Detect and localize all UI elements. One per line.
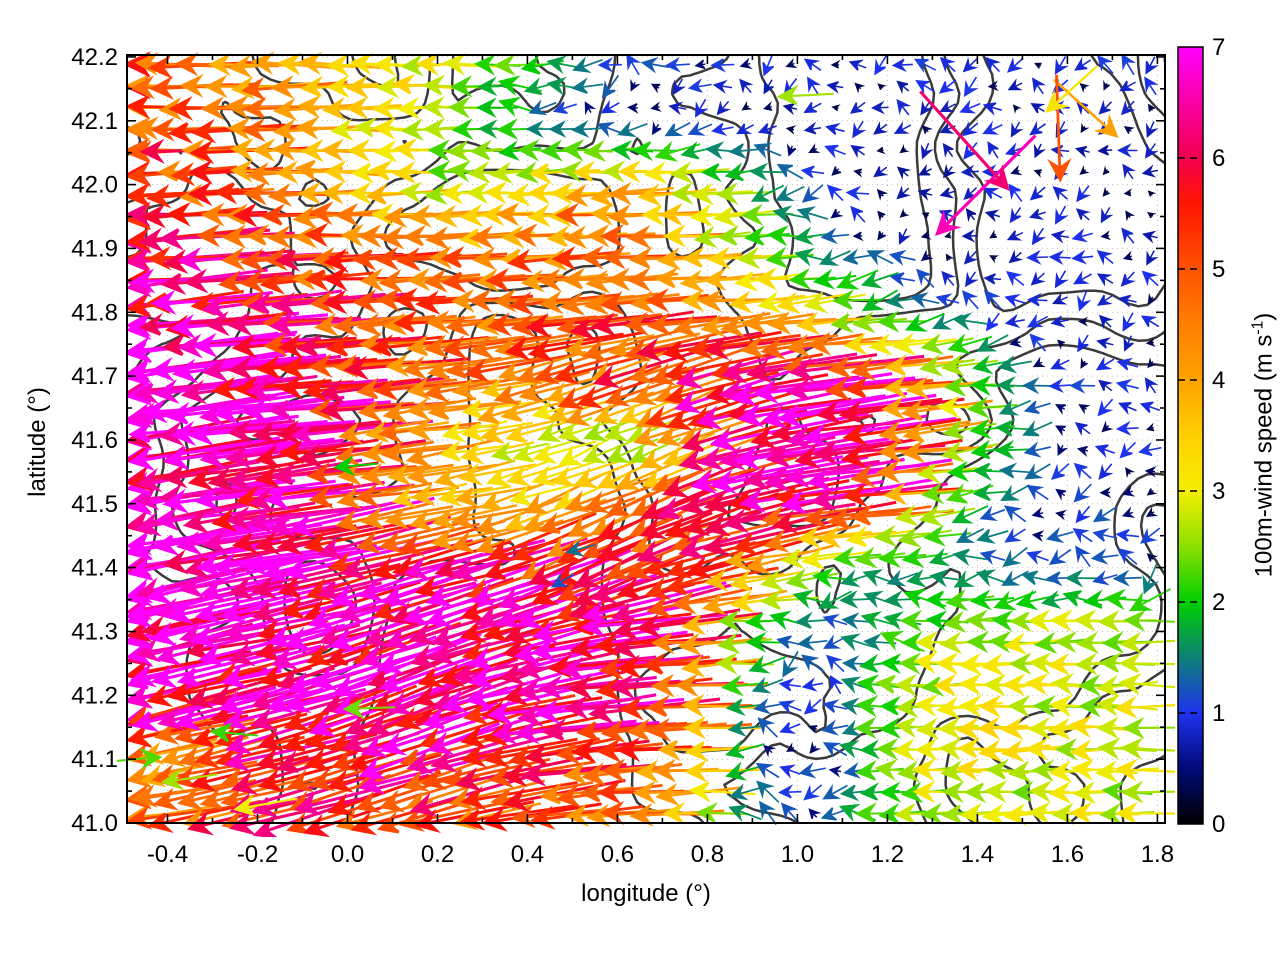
y-tick-label: 42.2 <box>71 44 118 71</box>
y-tick-label: 42.1 <box>71 108 118 135</box>
colorbar-gradient <box>1178 47 1203 824</box>
colorbar-label-close: ) <box>1250 312 1278 321</box>
x-tick-label: 1.4 <box>961 841 994 868</box>
colorbar-tick-labels: 0 1 2 3 4 5 6 7 <box>1212 34 1225 838</box>
colorbar-tick-label: 0 <box>1212 811 1225 838</box>
x-tick-label: -0.2 <box>237 841 278 868</box>
x-tick-label: -0.4 <box>147 841 188 868</box>
y-tick-label: 42.0 <box>71 172 118 199</box>
x-tick-label: 0.8 <box>691 841 724 868</box>
y-tick-label: 41.4 <box>71 555 118 582</box>
y-tick-label: 41.7 <box>71 363 118 390</box>
colorbar-label-text: 100m-wind speed (m s <box>1250 334 1278 578</box>
wind-arrows <box>117 51 1175 837</box>
y-tick-label: 41.1 <box>71 746 118 773</box>
y-tick-label: 41.9 <box>71 235 118 262</box>
x-axis-label: longitude (°) <box>581 880 711 907</box>
colorbar-tick-label: 7 <box>1212 34 1225 61</box>
colorbar-tick-label: 6 <box>1212 145 1225 172</box>
y-tick-label: 41.8 <box>71 299 118 326</box>
x-tick-label: 0.6 <box>601 841 634 868</box>
x-tick-label: 1.6 <box>1051 841 1084 868</box>
colorbar <box>1177 46 1204 825</box>
y-tick-label: 41.3 <box>71 619 118 646</box>
y-tick-label: 41.6 <box>71 427 118 454</box>
x-tick-labels: -0.4 -0.2 0.0 0.2 0.4 0.6 0.8 1.0 1.2 1.4 1.6 1.8 <box>147 841 1174 868</box>
plot-border <box>126 54 1166 824</box>
x-tick-label: 0.4 <box>511 841 544 868</box>
colorbar-tick-label: 5 <box>1212 256 1225 283</box>
x-tick-label: 1.0 <box>781 841 814 868</box>
x-tick-label: 0.2 <box>421 841 454 868</box>
y-tick-label: 41.5 <box>71 491 118 518</box>
y-tick-label: 41.2 <box>71 682 118 709</box>
colorbar-border <box>1177 46 1204 825</box>
colorbar-tick-label: 1 <box>1212 700 1225 727</box>
colorbar-label: 100m-wind speed (m s-1) <box>1244 57 1278 834</box>
x-tick-label: 1.2 <box>871 841 904 868</box>
colorbar-tick-label: 3 <box>1212 478 1225 505</box>
x-tick-label: 1.8 <box>1141 841 1174 868</box>
y-tick-label: 41.0 <box>71 810 118 837</box>
colorbar-label-superscript: -1 <box>1249 320 1267 335</box>
x-tick-label: 0.0 <box>331 841 364 868</box>
y-tick-labels: 41.0 41.1 41.2 41.3 41.4 41.5 41.6 41.7 41.8 41.9… <box>71 44 118 837</box>
y-axis-label: latitude (°) <box>24 387 51 497</box>
axis-ticks <box>127 55 1165 824</box>
colorbar-tick-label: 2 <box>1212 589 1225 616</box>
colorbar-tick-label: 4 <box>1212 367 1225 394</box>
